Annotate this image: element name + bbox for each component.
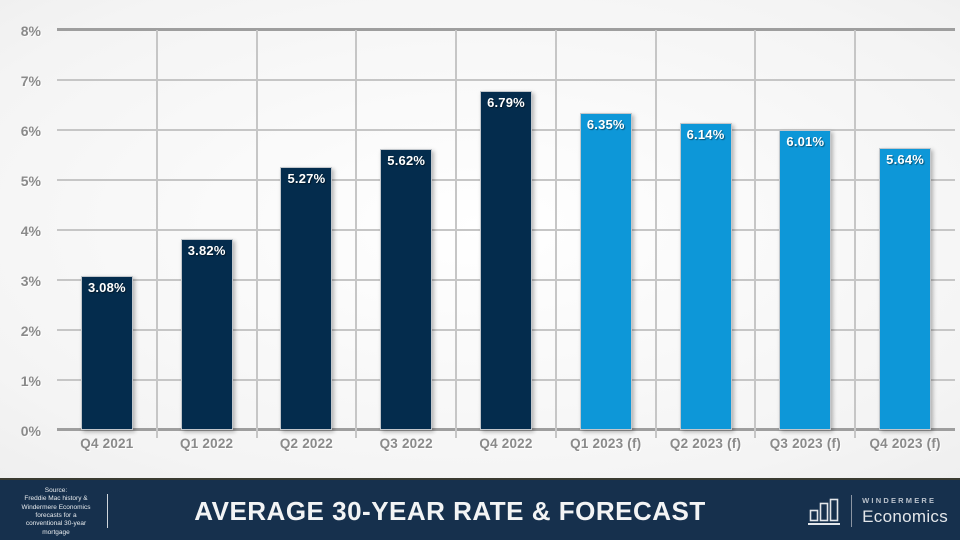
vertical-gridline xyxy=(155,30,158,438)
bar-value-label: 3.08% xyxy=(87,280,126,295)
y-tick-label: 2% xyxy=(20,323,41,339)
bar-value-label: 6.01% xyxy=(786,133,825,149)
gridline-8% xyxy=(57,28,955,31)
y-tick-label: 6% xyxy=(20,123,41,139)
x-tick-label: Q3 2022 xyxy=(379,436,433,451)
vertical-gridline xyxy=(455,30,458,438)
x-tick-label: Q4 2021 xyxy=(80,436,134,451)
chart-title: AVERAGE 30-YEAR RATE & FORECAST xyxy=(194,495,706,526)
vertical-gridline xyxy=(654,30,657,438)
x-tick-label: Q1 2022 xyxy=(180,436,234,451)
y-tick-label: 4% xyxy=(20,223,41,239)
x-axis: Q4 2021 Q1 2022 Q2 2022 Q3 2022 Q4 2022 Q1 20… xyxy=(57,436,955,460)
rate-forecast-bar-chart: 0% 1% 2% 3% 4% 5% 6% 7% 8% 3.08% 3.82% 5.27% 5.62% 6.… xyxy=(21,23,955,460)
bar-value-label: 5.27% xyxy=(287,170,326,186)
brand-text: WINDERMERE Economics xyxy=(862,496,948,527)
bar-value-label: 6.79% xyxy=(487,94,525,110)
bar-q4-2021: 3.08% xyxy=(80,276,133,430)
bar-value-label: 3.82% xyxy=(187,243,226,258)
x-tick-label: Q2 2022 xyxy=(279,436,334,451)
brand-logo: WINDERMERE Economics xyxy=(807,480,948,540)
source-note: Source: Freddie Mac history & Windermere… xyxy=(8,487,104,537)
y-tick-label: 7% xyxy=(20,73,41,89)
vertical-gridline xyxy=(255,30,258,438)
bar-q2-2022: 5.27% xyxy=(280,166,333,430)
y-tick-label: 0% xyxy=(20,423,41,439)
gridline-7% xyxy=(57,79,955,81)
bar-value-label: 5.62% xyxy=(387,153,426,168)
x-tick-label: Q2 2023 (f) xyxy=(669,436,742,451)
bar-q3-2023-(f): 6.01% xyxy=(779,129,832,430)
x-tick-label: Q4 2023 (f) xyxy=(869,436,941,451)
source-line: mortgage xyxy=(42,528,70,536)
bar-q3-2022: 5.62% xyxy=(380,149,433,430)
vertical-gridline xyxy=(355,30,358,438)
source-divider xyxy=(107,494,108,528)
y-tick-label: 5% xyxy=(20,173,41,189)
x-tick-label: Q1 2023 (f) xyxy=(570,436,642,451)
bar-q2-2023-(f): 6.14% xyxy=(679,123,732,430)
source-line: Windermere Economics xyxy=(21,503,91,511)
bar-q1-2023-(f): 6.35% xyxy=(579,112,632,430)
y-tick-label: 3% xyxy=(20,273,41,289)
bar-q4-2023-(f): 5.64% xyxy=(879,148,932,430)
bar-value-label: 6.35% xyxy=(586,116,625,132)
bar-q4-2022: 6.79% xyxy=(480,90,532,430)
bar-value-label: 5.64% xyxy=(886,152,925,167)
brand-divider xyxy=(851,495,853,527)
source-line: Freddie Mac history & xyxy=(24,495,88,503)
source-line: Source: xyxy=(44,487,68,494)
footer-bar: Source: Freddie Mac history & Windermere… xyxy=(0,478,960,540)
x-tick-label: Q4 2022 xyxy=(479,436,533,451)
bar-q1-2022: 3.82% xyxy=(180,239,233,430)
plot-area: 0% 1% 2% 3% 4% 5% 6% 7% 8% 3.08% 3.82% 5.27% 5.62% 6.… xyxy=(21,23,955,439)
y-tick-label: 1% xyxy=(20,373,41,389)
bar-chart-icon xyxy=(808,498,841,525)
brand-division: Economics xyxy=(862,506,948,526)
bar-value-label: 6.14% xyxy=(686,127,725,142)
source-line: conventional 30-year xyxy=(25,520,87,528)
y-tick-label: 8% xyxy=(20,23,41,39)
vertical-gridline xyxy=(554,30,557,438)
x-tick-label: Q3 2023 (f) xyxy=(769,436,841,451)
vertical-gridline xyxy=(754,30,757,438)
brand-name: WINDERMERE xyxy=(862,495,937,505)
vertical-gridline xyxy=(854,30,857,438)
source-line: forecasts for a xyxy=(35,511,77,519)
